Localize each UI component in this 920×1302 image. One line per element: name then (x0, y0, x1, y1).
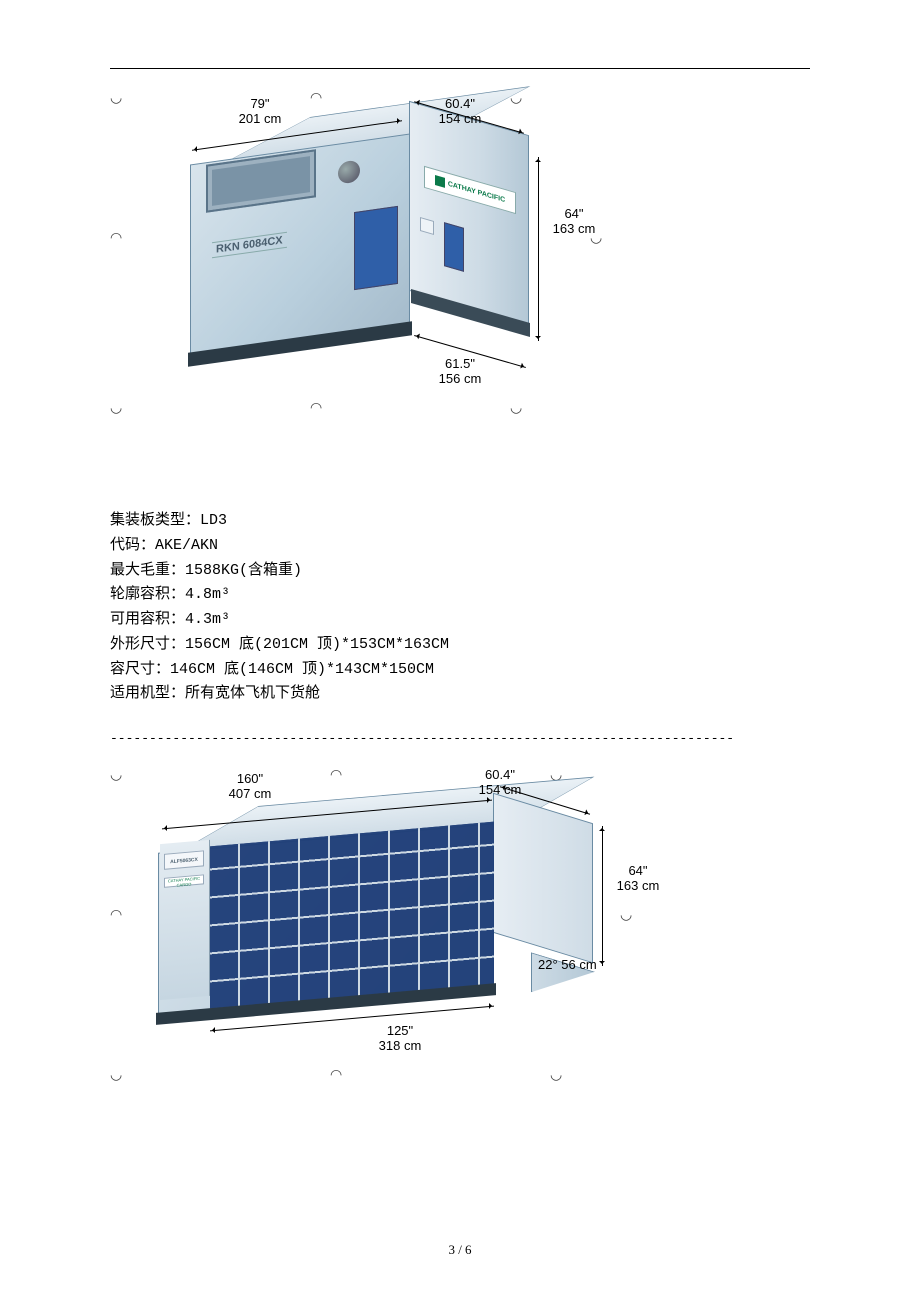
dim-angle: 22° 56 cm (538, 958, 616, 973)
spec-line: 代码：AKE/AKN (110, 534, 810, 559)
c1-side-panel (444, 222, 464, 272)
dim-arrow (538, 157, 539, 341)
c2-code-plate: ALF5063CX (164, 850, 204, 869)
top-rule (110, 68, 810, 69)
corner-mark: ◠ (330, 766, 342, 783)
dim-height: 64" 163 cm (544, 207, 604, 237)
c2-end-panel: ALF5063CX CATHAY PACIFIC CARGO (160, 840, 210, 1000)
corner-mark: ◠ (110, 906, 122, 923)
spec-line: 集装板类型：LD3 (110, 509, 810, 534)
spec-line: 容尺寸：146CM 底(146CM 顶)*143CM*150CM (110, 658, 810, 683)
spec-line: 可用容积：4.3m³ (110, 608, 810, 633)
container1-diagram: ◡ ◠ ◡ ◠ ◡ ◡ ◠ ◡ RKN 6084CX CATHAY PACIFI… (110, 89, 810, 449)
c2-side-face (493, 793, 593, 964)
dim-depth: 60.4" 154 cm (430, 97, 490, 127)
dim-base-width: 125" 318 cm (370, 1024, 430, 1054)
corner-mark: ◠ (110, 229, 122, 246)
spec-line: 轮廓容积：4.8m³ (110, 583, 810, 608)
container2-diagram: ◡ ◠ ◡ ◠ ◡ ◡ ◠ ◡ ALF5063CX CATHAY PACIFIC… (110, 766, 810, 1116)
corner-mark: ◡ (110, 1066, 122, 1083)
corner-mark: ◡ (510, 399, 522, 416)
dim-top-width: 79" 201 cm (230, 97, 290, 127)
spec-line: 最大毛重：1588KG(含箱重) (110, 559, 810, 584)
document-page: ◡ ◠ ◡ ◠ ◡ ◡ ◠ ◡ RKN 6084CX CATHAY PACIFI… (110, 0, 810, 1302)
divider-line: ----------------------------------------… (110, 731, 810, 746)
c2-brand-small: CATHAY PACIFIC CARGO (164, 874, 204, 887)
c1-panel (354, 206, 398, 290)
corner-mark: ◡ (110, 399, 122, 416)
corner-mark: ◡ (620, 906, 632, 923)
corner-mark: ◡ (110, 89, 122, 106)
dim-arrow (602, 826, 603, 966)
brand-logo-icon (435, 175, 445, 188)
dim-base-depth: 61.5" 156 cm (430, 357, 490, 387)
corner-mark: ◡ (550, 1066, 562, 1083)
corner-mark: ◠ (310, 399, 322, 416)
corner-mark: ◡ (110, 766, 122, 783)
dim-height: 64" 163 cm (608, 864, 668, 894)
c2-cargo-net (210, 822, 494, 1009)
spec-line: 适用机型：所有宽体飞机下货舱 (110, 682, 810, 707)
page-number: 3 / 6 (110, 1242, 810, 1258)
corner-mark: ◠ (310, 89, 322, 106)
specs-block-1: 集装板类型：LD3 代码：AKE/AKN 最大毛重：1588KG(含箱重) 轮廓… (110, 509, 810, 707)
dim-top-width: 160" 407 cm (220, 772, 280, 802)
spec-line: 外形尺寸：156CM 底(201CM 顶)*153CM*163CM (110, 633, 810, 658)
corner-mark: ◠ (330, 1066, 342, 1083)
